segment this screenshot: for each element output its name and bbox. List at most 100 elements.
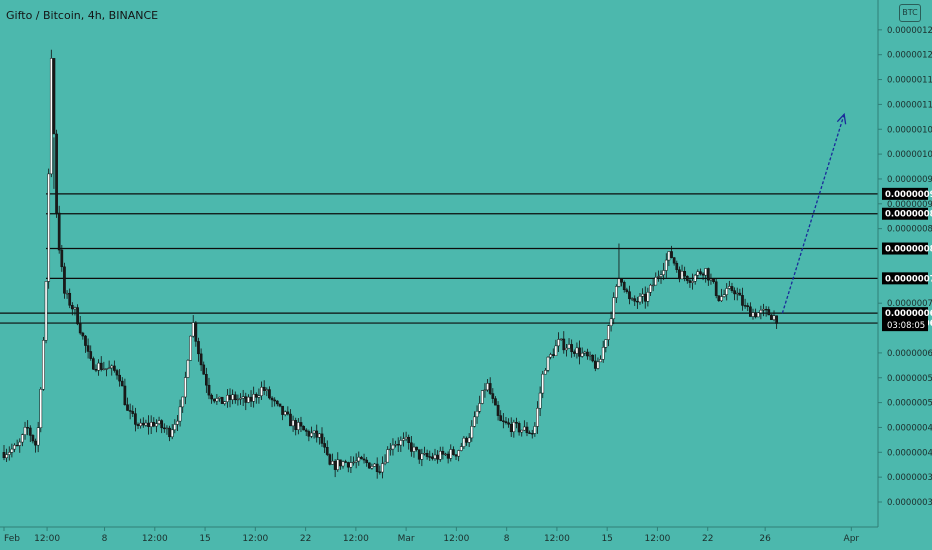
- y-tick-label: 0.00000035: [887, 473, 932, 483]
- candle-body: [604, 339, 608, 348]
- candle-body: [722, 294, 726, 297]
- candle-body: [554, 345, 558, 356]
- candle-body: [720, 296, 723, 301]
- candle-body: [683, 271, 687, 277]
- candle-body: [265, 389, 269, 391]
- price-tag-label: 0.00000088: [885, 210, 932, 220]
- candle-body: [488, 383, 492, 394]
- x-axis-labels: Feb 12:00 8 12:00 15 12:00 22 12:00 Mar 12:00 8 12:…: [3, 527, 860, 544]
- candle-body: [591, 354, 595, 362]
- candle-body: [236, 398, 240, 401]
- candle-body: [81, 332, 85, 337]
- candle-body: [751, 312, 755, 317]
- candle-body: [383, 461, 387, 464]
- candle-body: [149, 422, 153, 427]
- candle-body: [247, 396, 250, 403]
- x-tick-label: Mar: [398, 534, 415, 544]
- candle-body: [730, 286, 734, 291]
- candle-body: [580, 352, 584, 357]
- candle-body: [409, 442, 413, 452]
- candle-body: [659, 274, 663, 277]
- candle-body: [70, 305, 74, 310]
- candle-body: [491, 393, 495, 399]
- candle-body: [210, 394, 213, 400]
- candle-body: [268, 389, 271, 399]
- candle-body: [63, 266, 66, 294]
- candle-body: [391, 444, 395, 450]
- candle-body: [131, 411, 135, 414]
- candle-body: [99, 362, 103, 370]
- candle-body: [89, 351, 93, 359]
- candle-body: [275, 400, 279, 405]
- candle-body: [630, 298, 634, 300]
- candle-body: [388, 448, 392, 451]
- candle-body: [367, 462, 371, 469]
- candle-body: [207, 384, 211, 396]
- x-tick-label: 12:00: [343, 534, 369, 544]
- candle-body: [685, 275, 689, 281]
- y-tick-label: 0.00000085: [887, 225, 932, 235]
- candle-body: [431, 456, 434, 459]
- candle-body: [5, 454, 8, 459]
- candle-body: [486, 383, 489, 391]
- candle-body: [714, 281, 718, 296]
- candle-body: [399, 440, 403, 446]
- candle-body: [241, 396, 245, 399]
- x-tick-label: Feb: [4, 534, 20, 544]
- candle-body: [304, 429, 308, 432]
- candle-body: [186, 360, 190, 378]
- candle-body: [315, 430, 319, 438]
- x-tick-label: Apr: [844, 534, 860, 544]
- candle-body: [657, 276, 660, 278]
- candle-body: [499, 415, 503, 422]
- candle-body: [504, 421, 508, 424]
- candle-body: [283, 411, 287, 415]
- candle-body: [220, 396, 224, 404]
- candle-body: [404, 436, 408, 440]
- candle-body: [396, 444, 400, 446]
- price-tag-label: 0.00000092: [885, 190, 932, 200]
- candle-body: [727, 286, 731, 289]
- candle-body: [567, 344, 571, 349]
- candle-body: [270, 397, 274, 401]
- candle-body: [113, 365, 116, 371]
- candle-body: [299, 422, 303, 427]
- candle-body: [123, 385, 127, 405]
- candle-body: [286, 411, 290, 415]
- candle-body: [92, 358, 95, 370]
- candle-body: [249, 396, 253, 402]
- candle-body: [331, 460, 334, 465]
- candle-body: [215, 398, 219, 402]
- candle-body: [704, 268, 708, 276]
- candle-body: [762, 308, 765, 311]
- candle-body: [775, 315, 779, 324]
- candle-body: [386, 449, 390, 463]
- currency-badge[interactable]: BTC: [899, 4, 921, 22]
- candle-body: [328, 454, 332, 465]
- candle-body: [441, 450, 445, 455]
- candle-body: [254, 394, 258, 398]
- y-tick-label: 0.00000095: [887, 175, 932, 185]
- candle-body: [599, 359, 602, 363]
- candle-body: [494, 398, 497, 406]
- candle-body: [475, 410, 479, 418]
- candle-body: [296, 422, 300, 430]
- candle-body: [360, 456, 363, 460]
- candle-body: [467, 437, 471, 443]
- candle-body: [223, 401, 227, 404]
- candle-body: [688, 280, 692, 283]
- candles: [2, 49, 779, 479]
- candle-body: [144, 422, 148, 426]
- candle-body: [712, 278, 715, 282]
- candle-body: [741, 295, 744, 306]
- candle-body: [633, 298, 637, 302]
- candle-body: [607, 325, 610, 340]
- candle-body: [509, 423, 513, 433]
- candle-body: [176, 420, 179, 425]
- candle-body: [525, 426, 529, 434]
- candle-body: [428, 456, 432, 458]
- candle-body: [538, 392, 542, 409]
- y-tick-label: 0.00000105: [887, 125, 932, 135]
